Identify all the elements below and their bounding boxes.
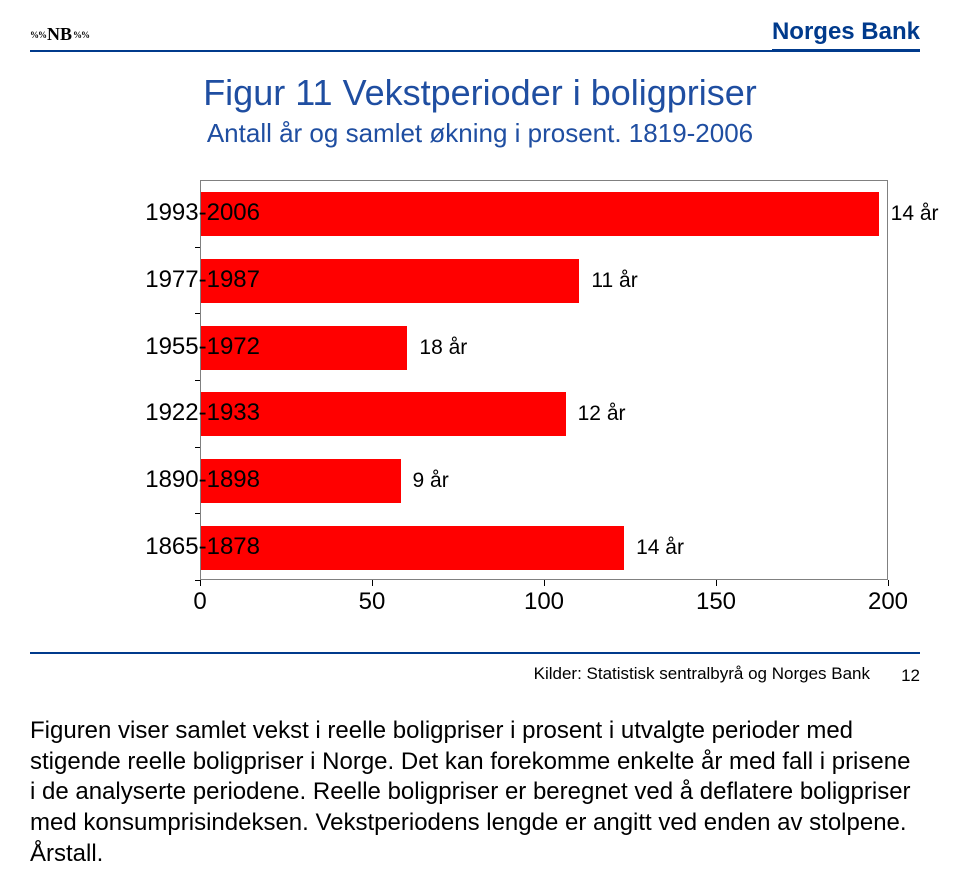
logo-decoration-right: %% — [73, 30, 89, 40]
figure-caption: Figuren viser samlet vekst i reelle boli… — [30, 716, 920, 870]
bar-value-label: 14 år — [891, 202, 939, 226]
x-axis-tick — [888, 580, 889, 586]
title-block: Figur 11 Vekstperioder i boligpriser Ant… — [0, 72, 960, 149]
logo: %% NB %% — [30, 24, 89, 45]
bar — [201, 192, 879, 236]
chart-plot-area: 14 år11 år18 år12 år9 år14 år — [200, 180, 888, 580]
y-axis-category-label: 1865-1878 — [145, 533, 260, 561]
x-axis-tick-label: 50 — [359, 588, 386, 616]
brand-name: Norges Bank — [772, 18, 920, 51]
header-underline — [30, 50, 920, 52]
figure-title: Figur 11 Vekstperioder i boligpriser — [0, 72, 960, 114]
y-axis-category-label: 1977-1987 — [145, 266, 260, 294]
x-axis-tick-label: 100 — [524, 588, 564, 616]
x-axis-tick — [544, 580, 545, 586]
bar-value-label: 9 år — [413, 469, 449, 493]
y-axis-category-label: 1993-2006 — [145, 199, 260, 227]
bar-row: 11 år — [201, 259, 638, 303]
slide-header: %% NB %% Norges Bank — [30, 18, 920, 51]
x-axis-tick — [200, 580, 201, 586]
bar-row: 12 år — [201, 392, 626, 436]
bar-value-label: 11 år — [591, 269, 637, 293]
x-axis-tick — [716, 580, 717, 586]
bar-value-label: 18 år — [419, 336, 467, 360]
bar-value-label: 12 år — [578, 402, 626, 426]
figure-subtitle: Antall år og samlet økning i prosent. 18… — [0, 118, 960, 149]
logo-text: NB — [47, 24, 72, 45]
bar-row: 14 år — [201, 192, 939, 236]
x-axis-tick — [372, 580, 373, 586]
x-axis-tick-label: 150 — [696, 588, 736, 616]
x-axis-tick-label: 0 — [193, 588, 206, 616]
bar-value-label: 14 år — [636, 536, 684, 560]
logo-decoration-left: %% — [30, 30, 46, 40]
y-axis-category-label: 1922-1933 — [145, 399, 260, 427]
source-divider — [30, 652, 920, 654]
bar — [201, 526, 624, 570]
bar-row: 14 år — [201, 526, 684, 570]
y-axis-category-label: 1890-1898 — [145, 466, 260, 494]
source-text: Kilder: Statistisk sentralbyrå og Norges… — [534, 664, 870, 684]
bars-container: 14 år11 år18 år12 år9 år14 år — [201, 181, 887, 579]
y-axis-category-label: 1955-1972 — [145, 333, 260, 361]
page-number: 12 — [901, 666, 920, 686]
x-axis-tick-label: 200 — [868, 588, 908, 616]
